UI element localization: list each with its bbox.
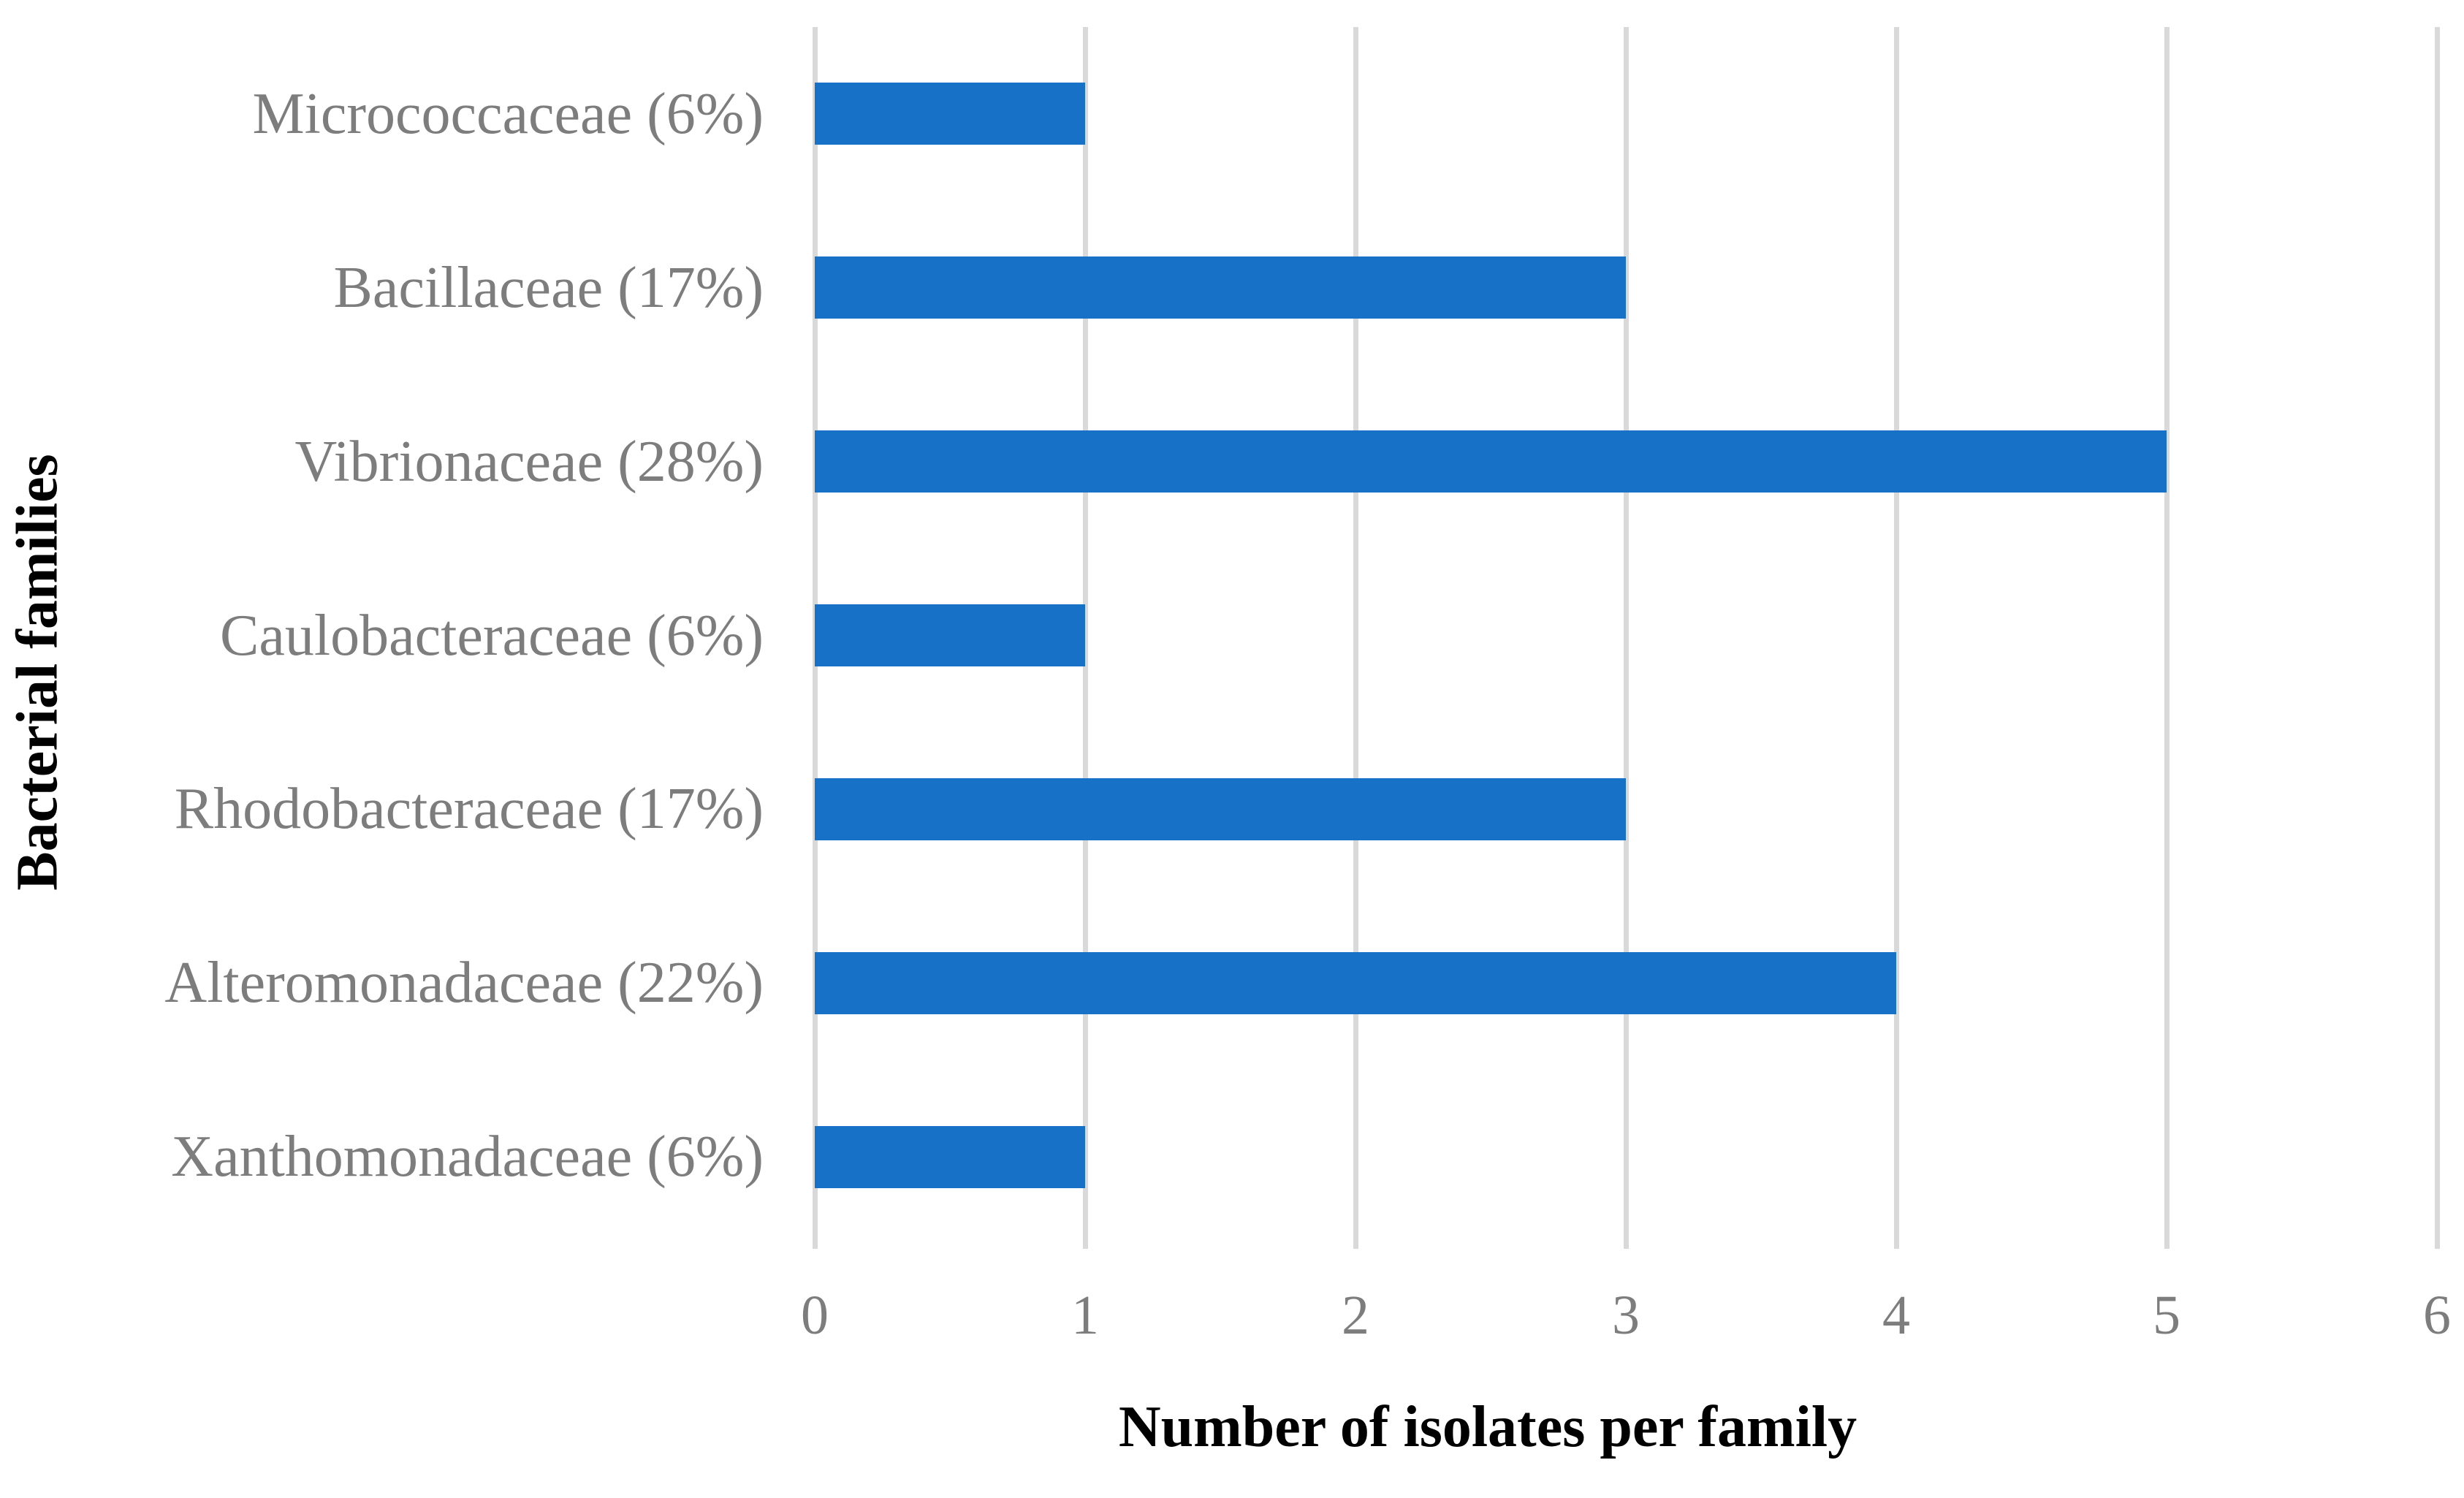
bar-rows-layer xyxy=(815,27,2437,1244)
bar-alteromonadaceae xyxy=(815,951,1896,1014)
category-label: Rhodobacteraceae (17%) xyxy=(174,777,764,842)
category-label: Bacillaceae (17%) xyxy=(333,255,764,320)
bar-rhodobacteraceae xyxy=(815,777,1626,840)
x-tick-label-3: 3 xyxy=(1612,1285,1640,1346)
gridline-4 xyxy=(1894,27,1899,1249)
bar-caulobacteraceae xyxy=(815,604,1085,666)
x-tick-label-1: 1 xyxy=(1071,1285,1099,1346)
x-tick-label-2: 2 xyxy=(1342,1285,1369,1346)
x-axis-title: Number of isolates per family xyxy=(1118,1395,1857,1459)
bar-row xyxy=(815,896,2437,1070)
x-tick-label-6: 6 xyxy=(2423,1285,2451,1346)
category-label: Vibrionaceae (28%) xyxy=(294,429,764,494)
gridline-6 xyxy=(2435,27,2440,1249)
category-label-column: Micrococcaceae (6%) Bacillaceae (17%) Vibr… xyxy=(0,27,764,1244)
category-label: Micrococcaceae (6%) xyxy=(252,81,764,146)
bar-row xyxy=(815,722,2437,896)
gridline-1 xyxy=(1083,27,1088,1249)
x-axis-tick-labels: 0 1 2 3 4 5 6 xyxy=(801,1285,2451,1361)
x-tick-label-4: 4 xyxy=(1882,1285,1910,1346)
category-label: Xanthomonadaceae (6%) xyxy=(171,1125,764,1190)
bar-row xyxy=(815,201,2437,375)
category-label: Caulobacteraceae (6%) xyxy=(220,603,764,668)
bar-row xyxy=(815,375,2437,549)
category-label: Alteromonadaceae (22%) xyxy=(164,951,764,1016)
gridline-5 xyxy=(2164,27,2170,1249)
x-tick-label-5: 5 xyxy=(2153,1285,2180,1346)
x-tick-label-0: 0 xyxy=(801,1285,829,1346)
bar-vibrionaceae xyxy=(815,430,2167,493)
bar-micrococcaceae xyxy=(815,83,1085,145)
plot-area xyxy=(813,27,2440,1249)
bar-row xyxy=(815,549,2437,723)
bar-row xyxy=(815,1070,2437,1244)
gridline-3 xyxy=(1624,27,1629,1249)
bar-row xyxy=(815,27,2437,201)
gridline-2 xyxy=(1353,27,1358,1249)
bar-bacillaceae xyxy=(815,256,1626,319)
bar-xanthomonadaceae xyxy=(815,1125,1085,1188)
